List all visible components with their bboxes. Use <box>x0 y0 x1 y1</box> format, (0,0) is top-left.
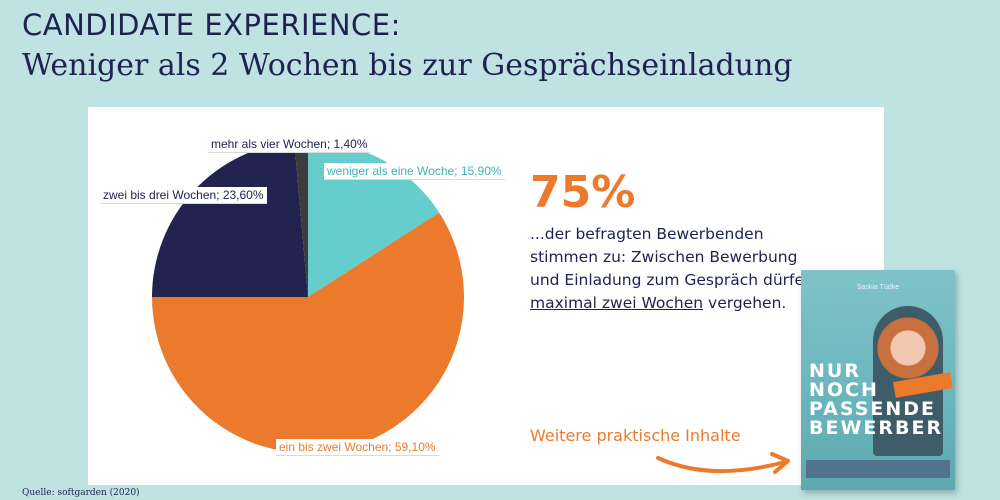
book-title-line: PASSENDE <box>809 398 937 420</box>
page-title: CANDIDATE EXPERIENCE: <box>22 8 401 42</box>
book-cover[interactable]: Saskia Tüdke NUR NOCH PASSENDE BEWERBER <box>801 270 955 490</box>
more-content-label: Weitere praktische Inhalte <box>530 426 741 445</box>
book-subtitle-bar <box>806 460 950 478</box>
book-title-line: NOCH <box>809 379 879 401</box>
slice-label-zwei-bis-drei-wochen: zwei bis drei Wochen; 23,60% <box>100 187 267 204</box>
source-note: Quelle: softgarden (2020) <box>22 488 140 498</box>
book-title: NUR NOCH PASSENDE BEWERBER <box>809 362 943 438</box>
chart-panel: weniger als eine Woche; 15,90% ein bis z… <box>88 107 884 485</box>
arrow-icon <box>656 452 790 474</box>
stat-text-1: ...der befragten Bewerbenden stimmen zu:… <box>530 225 814 289</box>
book-title-line: NUR <box>809 360 861 382</box>
stat-description: ...der befragten Bewerbenden stimmen zu:… <box>530 223 830 315</box>
stat-text-highlight: maximal zwei Wochen <box>530 294 704 312</box>
pie-slice-zwei-bis-drei-wochen <box>152 141 308 297</box>
slice-label-ein-bis-zwei-wochen: ein bis zwei Wochen; 59,10% <box>276 439 439 456</box>
pie-slice-mehr-als-vier-wochen <box>294 141 308 297</box>
book-author: Saskia Tüdke <box>856 284 900 291</box>
pie-slice-ein-bis-zwei-wochen <box>152 212 464 454</box>
book-title-line: BEWERBER <box>809 417 944 439</box>
slice-label-weniger-als-eine-woche: weniger als eine Woche; 15,90% <box>324 163 505 180</box>
stat-text-2: vergehen. <box>703 294 787 312</box>
pie-chart <box>152 141 464 454</box>
page-subtitle: Weniger als 2 Wochen bis zur Gesprächsei… <box>22 48 793 83</box>
pie-slice-weniger-als-eine-woche <box>308 141 440 297</box>
stat-value: 75% <box>530 167 636 218</box>
slice-label-mehr-als-vier-wochen: mehr als vier Wochen; 1,40% <box>208 136 371 153</box>
